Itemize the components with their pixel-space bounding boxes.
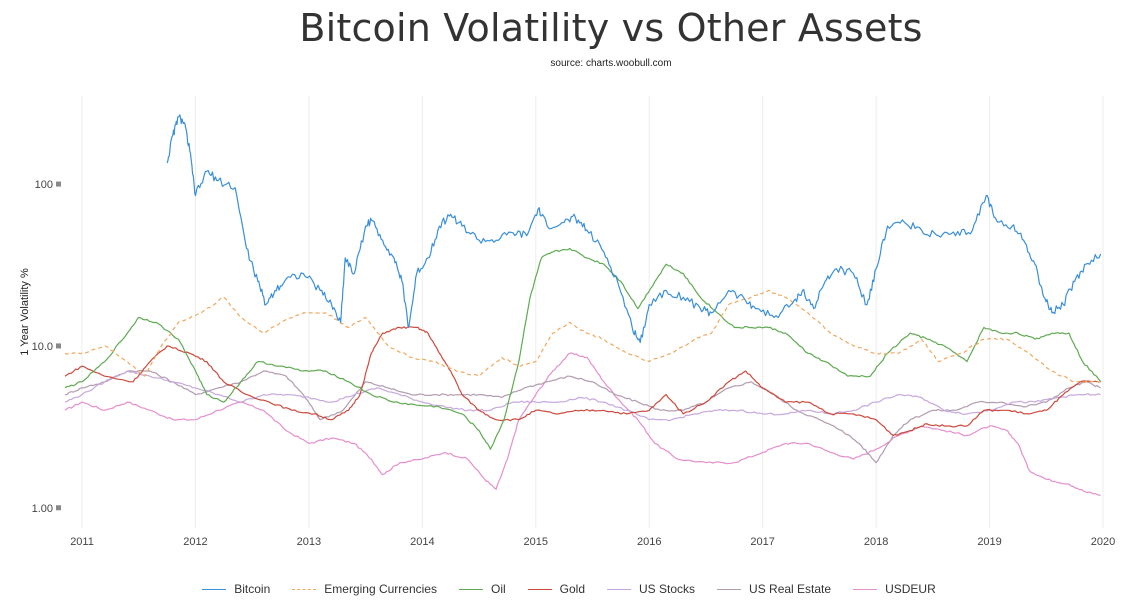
- y-tick-mark: [56, 343, 61, 349]
- legend-swatch: [607, 588, 632, 590]
- legend-label: Oil: [490, 582, 506, 596]
- x-tick-label: 2018: [864, 536, 888, 548]
- series-line-gold: [64, 326, 1101, 436]
- series-line-oil: [64, 247, 1102, 450]
- legend-swatch: [458, 588, 483, 590]
- y-tick-label: 1.00: [32, 503, 53, 515]
- legend-item-oil[interactable]: Oil: [458, 582, 506, 596]
- legend-item-bitcoin[interactable]: Bitcoin: [202, 582, 270, 596]
- legend-item-us-stocks[interactable]: US Stocks: [607, 582, 695, 596]
- x-tick-label: 2019: [977, 536, 1001, 548]
- legend-label: Emerging Currencies: [324, 582, 437, 596]
- x-tick-label: 2014: [410, 536, 434, 548]
- legend-item-usdeur[interactable]: USDEUR: [853, 582, 936, 596]
- legend-label: US Real Estate: [749, 582, 832, 596]
- legend-swatch: [527, 588, 552, 590]
- legend-swatch: [853, 588, 878, 590]
- legend-swatch: [202, 588, 227, 590]
- x-tick-label: 2016: [637, 536, 661, 548]
- legend-swatch: [292, 588, 317, 590]
- series-line-usdeur: [64, 352, 1101, 496]
- chart-subtitle: source: charts.woobull.com: [550, 58, 672, 69]
- legend-label: US Stocks: [639, 582, 696, 596]
- series-line-bitcoin: [166, 114, 1102, 344]
- series-line-us-stocks: [64, 370, 1101, 422]
- legend-item-us-real-estate[interactable]: US Real Estate: [717, 582, 831, 596]
- legend-label: USDEUR: [885, 582, 936, 596]
- series-line-emerging-currencies: [64, 289, 1101, 383]
- x-tick-label: 2020: [1091, 536, 1115, 548]
- legend-label: Bitcoin: [234, 582, 271, 596]
- y-axis-label: 1 Year Volatility %: [19, 268, 31, 356]
- y-tick-mark: [56, 505, 61, 511]
- legend-item-gold[interactable]: Gold: [527, 582, 586, 596]
- x-tick-label: 2012: [183, 536, 207, 548]
- x-tick-label: 2011: [70, 536, 94, 548]
- legend-swatch: [717, 588, 742, 590]
- x-tick-label: 2013: [297, 536, 321, 548]
- y-tick-label: 10.0: [32, 341, 53, 353]
- legend-label: Gold: [559, 582, 586, 596]
- x-tick-label: 2017: [750, 536, 774, 548]
- chart-title: Bitcoin Volatility vs Other Assets: [299, 6, 923, 50]
- series-line-us-real-estate: [64, 370, 1101, 464]
- x-tick-label: 2015: [524, 536, 548, 548]
- y-tick-label: 100: [35, 179, 53, 191]
- legend-item-emerging-currencies[interactable]: Emerging Currencies: [292, 582, 437, 596]
- legend: Bitcoin Emerging Currencies Oil Gold US Stoc…: [0, 582, 1138, 596]
- y-tick-mark: [56, 181, 61, 187]
